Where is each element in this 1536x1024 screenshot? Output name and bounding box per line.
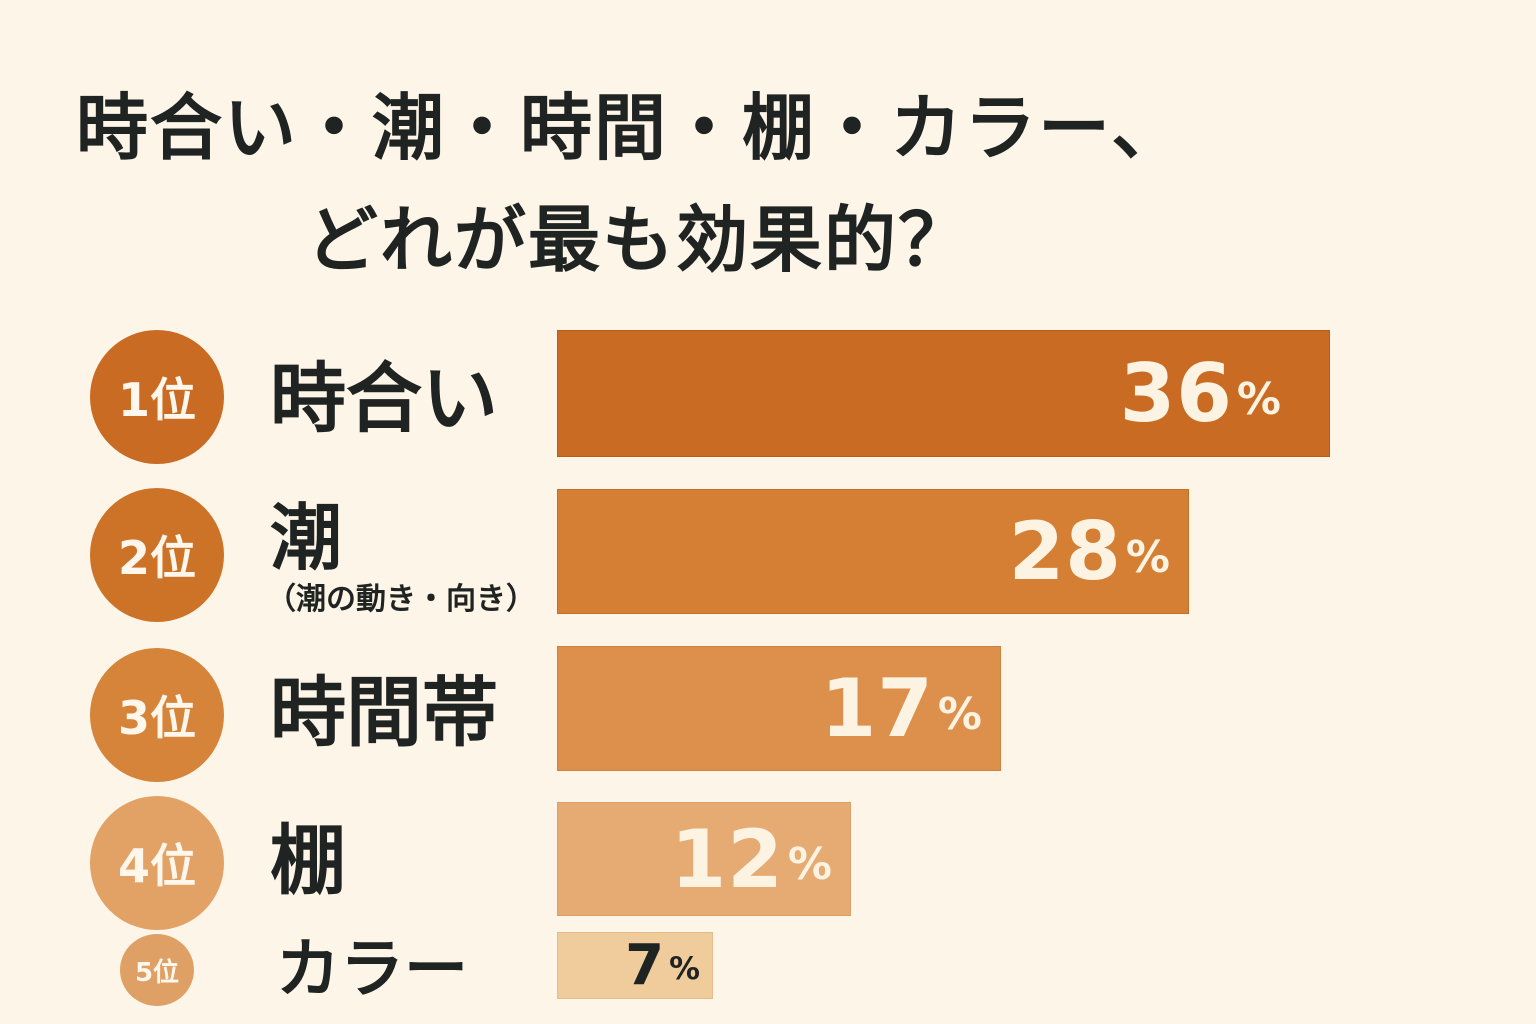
bar-3: 17% (557, 646, 1001, 771)
rank-text: 5位 (134, 957, 180, 988)
bar-value-1: 36 (1119, 347, 1233, 440)
bar-value-5: 7 (625, 933, 666, 998)
bar-1: 36% (557, 330, 1330, 457)
category-label-3: 時間帯 (270, 668, 498, 757)
rank-badge-5: 5位 (120, 934, 194, 1006)
category-label-1: 時合い (270, 354, 498, 443)
title-line-1: 時合い・潮・時間・棚・カラー、 (76, 86, 1186, 170)
bar-2: 28% (557, 489, 1189, 614)
bar-unit-4: % (787, 839, 832, 890)
bar-value-3: 17 (820, 662, 934, 755)
rank-badge-1: 1位 (90, 330, 224, 464)
bar-unit-2: % (1125, 531, 1170, 583)
category-label-4: 棚 (270, 816, 346, 905)
bar-unit-5: % (669, 951, 700, 988)
rank-text: 1位 (117, 373, 196, 427)
rank-badge-4: 4位 (90, 796, 224, 930)
bar-5: 7% (557, 932, 713, 999)
category-label-2: 潮 (270, 496, 343, 580)
bar-value-2: 28 (1008, 505, 1122, 598)
bar-unit-3: % (937, 688, 982, 740)
title-line-2: どれが最も効果的？ (306, 198, 973, 282)
rank-text: 2位 (117, 531, 196, 585)
rank-text: 3位 (117, 691, 196, 745)
rank-badge-3: 3位 (90, 648, 224, 782)
rank-badge-2: 2位 (90, 488, 224, 622)
bar-4: 12% (557, 802, 851, 916)
category-label-5: カラー (276, 933, 468, 1007)
category-sublabel-2: （潮の動き・向き） (266, 582, 536, 617)
bar-value-4: 12 (670, 812, 784, 906)
rank-text: 4位 (117, 839, 196, 893)
bar-unit-1: % (1236, 373, 1281, 425)
